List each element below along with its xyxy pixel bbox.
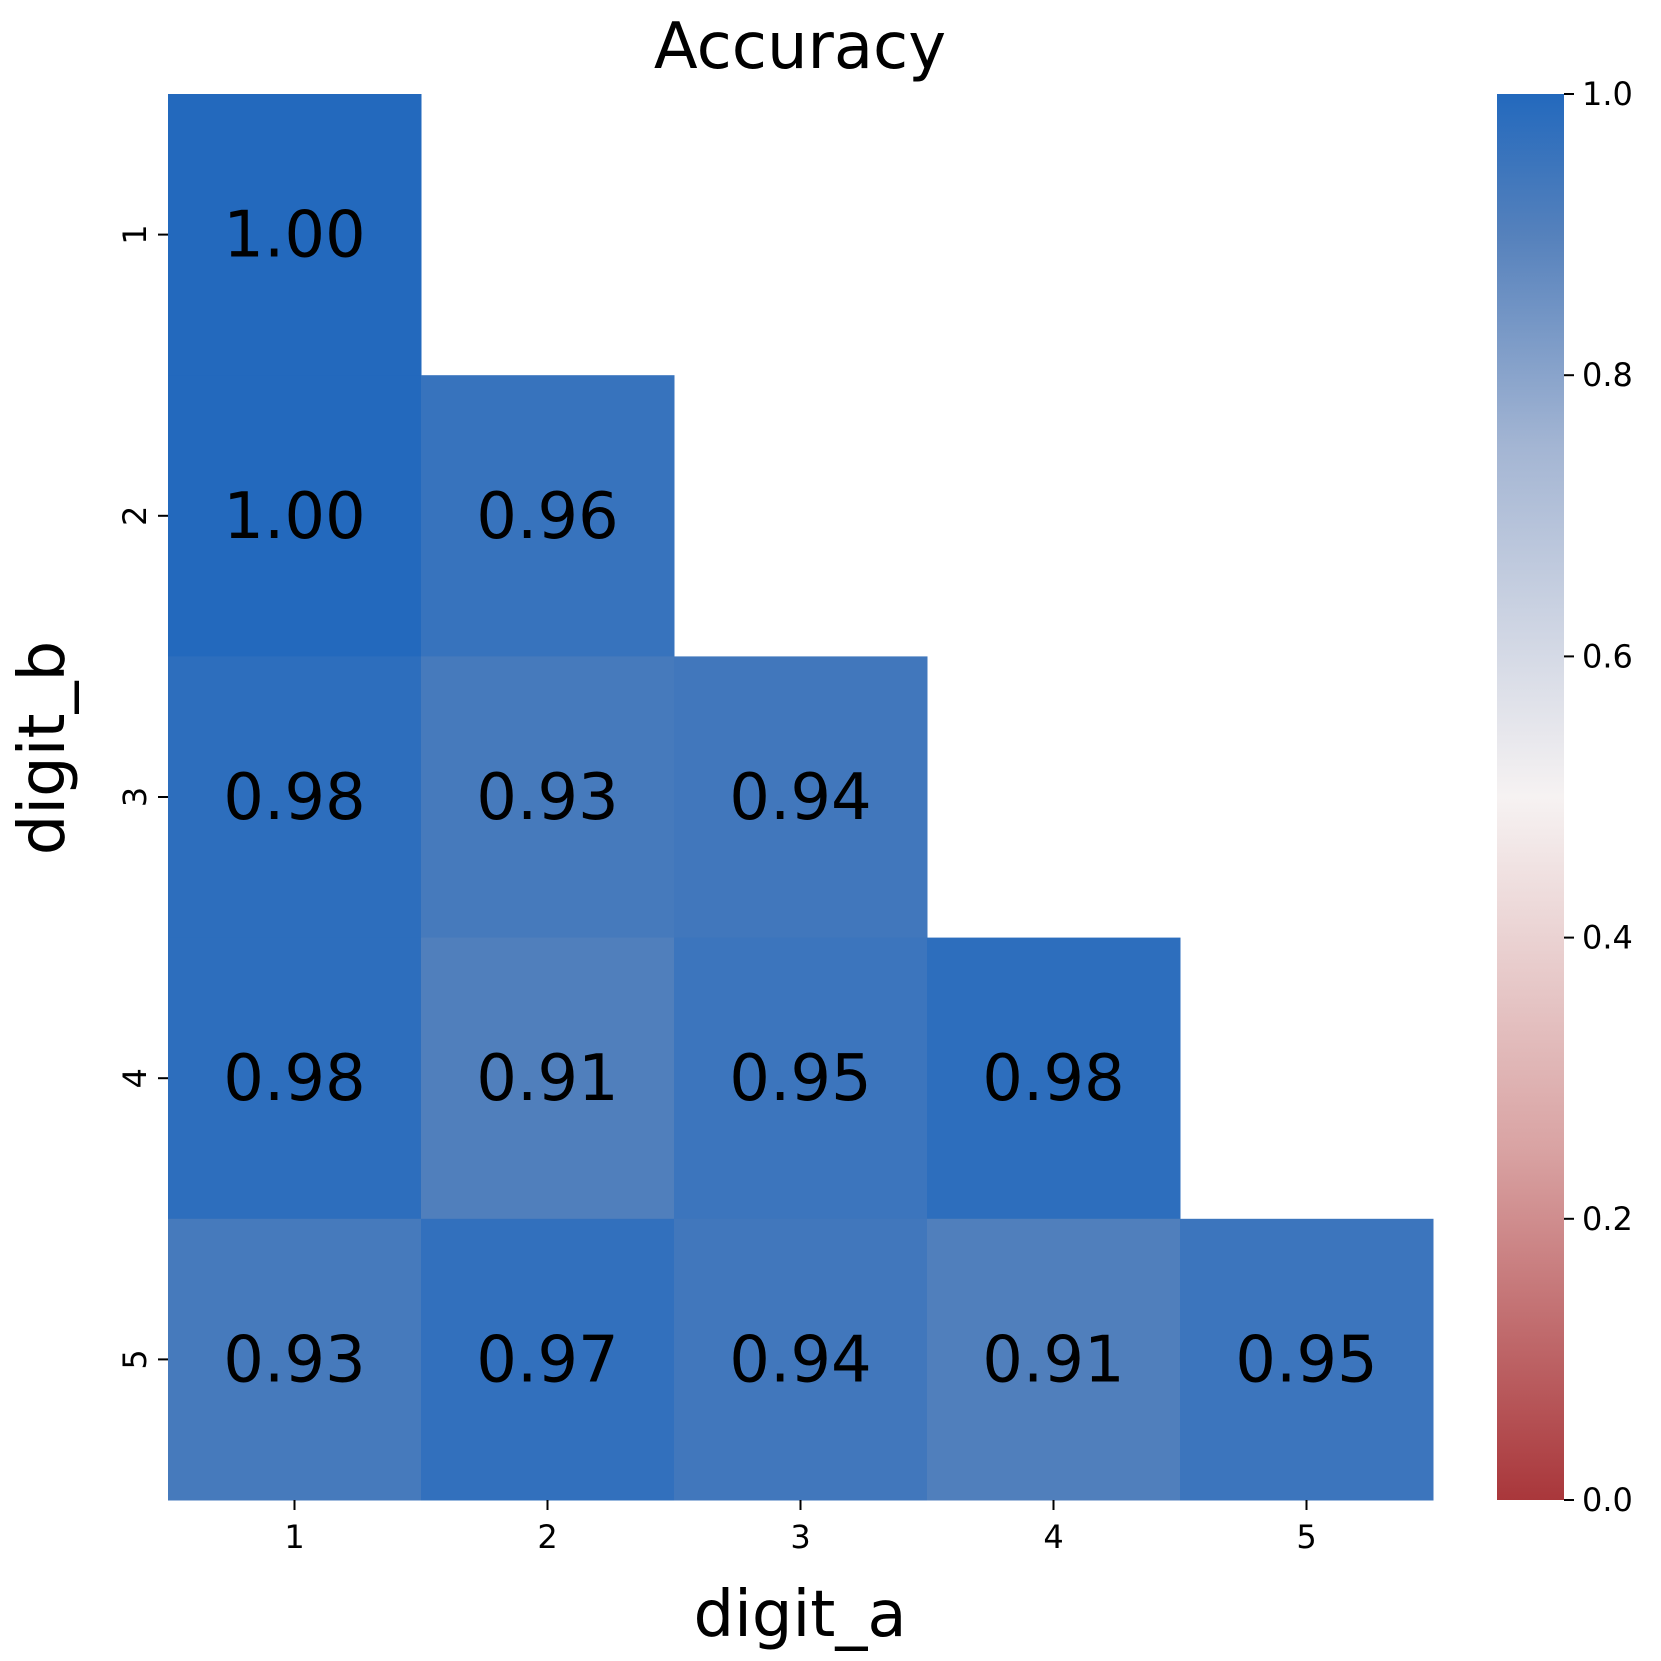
heatmap-cell bbox=[674, 1218, 928, 1501]
x-tick-label: 5 bbox=[1296, 1518, 1316, 1556]
colorbar-ticks: 0.0 0.2 0.4 0.6 0.8 1.0 bbox=[1564, 75, 1633, 1519]
cell-value-label: 0.94 bbox=[729, 761, 872, 835]
heatmap-cell bbox=[168, 656, 422, 939]
cell-value-label: 0.96 bbox=[476, 480, 619, 554]
cell-value-label: 0.91 bbox=[476, 1042, 619, 1116]
heatmap-cell bbox=[421, 1218, 675, 1501]
x-tick-label: 3 bbox=[790, 1518, 810, 1556]
heatmap-cell bbox=[927, 937, 1181, 1220]
cell-value-label: 0.98 bbox=[223, 761, 366, 835]
cell-value-label: 0.98 bbox=[982, 1042, 1125, 1116]
y-tick-label: 5 bbox=[116, 1349, 154, 1369]
heatmap-cell bbox=[674, 937, 928, 1220]
heatmap-cell bbox=[168, 937, 422, 1220]
y-axis-label: digit_b bbox=[6, 641, 80, 856]
cell-value-label: 0.95 bbox=[729, 1042, 872, 1116]
x-axis-label: digit_a bbox=[693, 1578, 906, 1652]
cell-value-label: 1.00 bbox=[223, 480, 366, 554]
colorbar-tick-label: 1.0 bbox=[1582, 75, 1633, 113]
heatmap-cell bbox=[1180, 1218, 1434, 1501]
heatmap-cell bbox=[927, 1218, 1181, 1501]
cell-value-label: 0.97 bbox=[476, 1323, 619, 1397]
colorbar-tick-label: 0.4 bbox=[1582, 919, 1633, 957]
heatmap-cell bbox=[674, 656, 928, 939]
colorbar-tick-label: 0.8 bbox=[1582, 356, 1633, 394]
colorbar-tick-label: 0.6 bbox=[1582, 637, 1633, 675]
chart-title: Accuracy bbox=[654, 10, 946, 84]
cell-value-label: 0.95 bbox=[1235, 1323, 1378, 1397]
heatmap-cell bbox=[421, 937, 675, 1220]
cell-value-label: 0.98 bbox=[223, 1042, 366, 1116]
x-tick-label: 2 bbox=[537, 1518, 557, 1556]
cell-value-label: 0.93 bbox=[223, 1323, 366, 1397]
y-tick-label: 4 bbox=[116, 1068, 154, 1088]
colorbar-tick-label: 0.2 bbox=[1582, 1200, 1633, 1238]
x-tick-label: 1 bbox=[284, 1518, 304, 1556]
heatmap-cell bbox=[168, 375, 422, 657]
colorbar-tick-label: 0.0 bbox=[1582, 1481, 1633, 1519]
y-tick-label: 2 bbox=[116, 506, 154, 526]
heatmap-cell bbox=[168, 94, 422, 376]
x-axis-ticks: 1 2 3 4 5 bbox=[284, 1500, 1317, 1556]
heatmap-cell bbox=[168, 1218, 422, 1501]
x-tick-label: 4 bbox=[1043, 1518, 1063, 1556]
heatmap-cell bbox=[421, 656, 675, 939]
cell-value-label: 0.93 bbox=[476, 761, 619, 835]
colorbar bbox=[1497, 94, 1564, 1500]
y-tick-label: 3 bbox=[116, 787, 154, 807]
cell-value-label: 0.94 bbox=[729, 1323, 872, 1397]
y-tick-label: 1 bbox=[116, 224, 154, 244]
heatmap-cell bbox=[421, 375, 675, 657]
cell-value-label: 1.00 bbox=[223, 199, 366, 273]
heatmap-cells: 1.00 1.00 0.96 0.98 0.93 0.94 0.98 0.91 0.95 0.98… bbox=[168, 94, 1434, 1501]
y-axis-ticks: 1 2 3 4 5 bbox=[116, 224, 168, 1370]
cell-value-label: 0.91 bbox=[982, 1323, 1125, 1397]
